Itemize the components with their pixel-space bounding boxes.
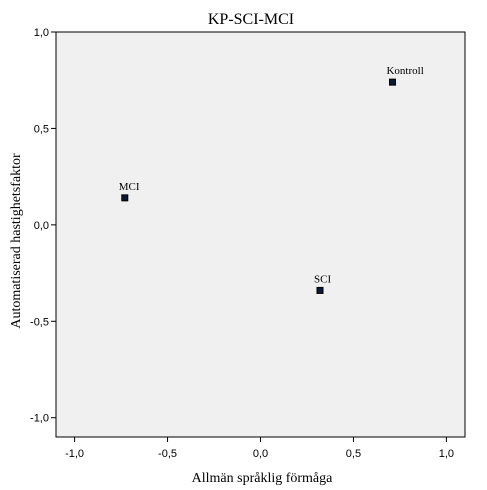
point-label-kontroll: Kontroll bbox=[386, 65, 423, 77]
x-tick-label: 0,0 bbox=[253, 448, 268, 460]
data-points: Kontroll MCI SCI bbox=[119, 65, 424, 294]
y-axis-ticks: -1,0 -0,5 0,0 0,5 1,0 bbox=[30, 27, 56, 425]
chart-title: KP-SCI-MCI bbox=[208, 11, 294, 28]
x-axis-ticks: -1,0 -0,5 0,0 0,5 1,0 bbox=[65, 437, 454, 460]
data-point-kontroll bbox=[388, 78, 396, 86]
plot-area bbox=[55, 31, 466, 438]
y-axis-label: Automatiserad hastighetsfaktor bbox=[9, 153, 24, 329]
y-tick-label: -1,0 bbox=[30, 413, 49, 425]
point-label-sci: SCI bbox=[314, 273, 331, 285]
x-axis-label: Allmän språklig förmåga bbox=[192, 471, 334, 486]
point-label-mci: MCI bbox=[119, 181, 140, 193]
y-tick-label: 0,0 bbox=[34, 220, 49, 232]
x-tick-label: 0,5 bbox=[346, 448, 361, 460]
data-point-sci bbox=[316, 286, 324, 294]
data-point-mci bbox=[121, 194, 129, 202]
x-tick-label: -0,5 bbox=[158, 448, 177, 460]
y-tick-label: 0,5 bbox=[34, 123, 49, 135]
y-tick-label: -0,5 bbox=[30, 316, 49, 328]
x-tick-label: 1,0 bbox=[439, 448, 454, 460]
x-tick-label: -1,0 bbox=[65, 448, 84, 460]
y-tick-label: 1,0 bbox=[34, 27, 49, 39]
